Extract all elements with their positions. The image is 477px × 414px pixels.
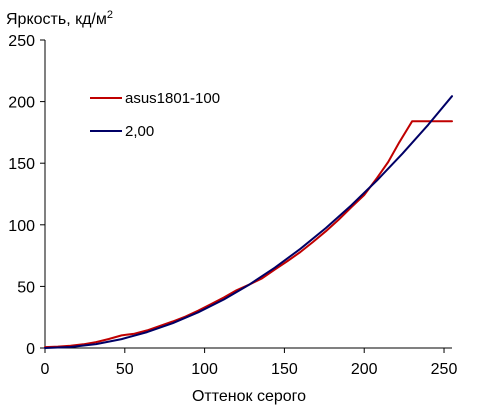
plot-area: 0 50 100 150 200 250 0 50 100 150 200 250 asus1801-1… bbox=[8, 33, 457, 378]
y-tick-label: 250 bbox=[8, 33, 35, 50]
x-tick-label: 0 bbox=[41, 361, 50, 378]
y-tick-label: 100 bbox=[8, 218, 35, 235]
legend-label-0: asus1801-100 bbox=[125, 90, 220, 107]
x-tick-label: 200 bbox=[351, 361, 378, 378]
y-tick-label: 200 bbox=[8, 95, 35, 112]
legend-label-1: 2,00 bbox=[125, 123, 154, 140]
x-tick-label: 50 bbox=[116, 361, 134, 378]
svg-text:Яркость, кд/м2: Яркость, кд/м2 bbox=[6, 9, 113, 28]
x-tick-label: 100 bbox=[191, 361, 218, 378]
x-tick-label: 250 bbox=[431, 361, 458, 378]
y-axis-title: Яркость, кд/м2 bbox=[6, 9, 113, 28]
x-tick-label: 150 bbox=[271, 361, 298, 378]
y-tick-label: 150 bbox=[8, 156, 35, 173]
y-axis-title-superscript: 2 bbox=[107, 9, 113, 21]
x-axis-title: Оттенок серого bbox=[192, 388, 306, 405]
series-line-1 bbox=[44, 95, 453, 349]
series-line-0 bbox=[44, 120, 453, 349]
y-tick-label: 50 bbox=[17, 279, 35, 296]
y-axis-title-text: Яркость, кд/м bbox=[6, 11, 107, 28]
y-tick-label: 0 bbox=[26, 341, 35, 358]
